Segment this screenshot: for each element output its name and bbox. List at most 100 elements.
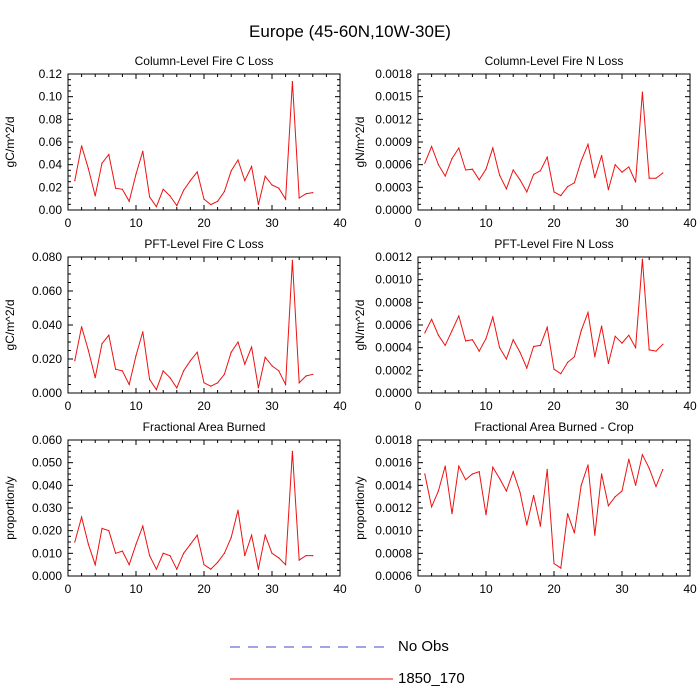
x-tick-label: 40 bbox=[683, 216, 697, 230]
data-point bbox=[74, 180, 76, 182]
data-point bbox=[601, 473, 603, 475]
data-point bbox=[94, 377, 96, 379]
x-tick-label: 0 bbox=[65, 216, 72, 230]
legend-label-1850-170: 1850_170 bbox=[398, 670, 465, 687]
data-point bbox=[519, 351, 521, 353]
panel-4: 0 10 20 30 40 0.0000 0.0002 0.0004 0.0006 0.0008 0… bbox=[353, 237, 697, 413]
x-tick-label: 30 bbox=[265, 216, 279, 230]
data-point bbox=[621, 490, 623, 492]
data-point bbox=[492, 147, 494, 149]
data-point bbox=[567, 361, 569, 363]
y-tick-label: 0.0015 bbox=[375, 90, 412, 104]
data-point bbox=[155, 206, 157, 208]
data-point bbox=[553, 191, 555, 193]
y-tick-label: 0.0014 bbox=[375, 478, 412, 492]
panel-1: 0 10 20 30 40 0.00 0.02 0.04 0.06 0.08 0.10 0.12 Col… bbox=[3, 54, 347, 230]
y-tick-label: 0.0012 bbox=[375, 250, 412, 264]
data-point bbox=[471, 339, 473, 341]
figure-title: Europe (45-60N,10W-30E) bbox=[249, 22, 451, 41]
data-point bbox=[655, 350, 657, 352]
x-tick-label: 40 bbox=[683, 582, 697, 596]
data-point bbox=[512, 471, 514, 473]
data-point bbox=[223, 373, 225, 375]
data-point bbox=[546, 326, 548, 328]
panel-title: PFT-Level Fire C Loss bbox=[144, 237, 263, 251]
data-point bbox=[87, 543, 89, 545]
y-tick-label: 0.0018 bbox=[375, 433, 412, 447]
data-point bbox=[437, 490, 439, 492]
data-point bbox=[614, 164, 616, 166]
y-tick-label: 0.00 bbox=[39, 203, 63, 217]
data-point bbox=[149, 196, 151, 198]
panel-6: 0 10 20 30 40 0.0006 0.0008 0.0010 0.0012 0.0014 0… bbox=[353, 420, 697, 596]
y-axis-label: gC/m^2/d bbox=[3, 117, 17, 168]
data-point bbox=[573, 356, 576, 358]
data-point bbox=[101, 527, 103, 530]
data-point bbox=[94, 564, 96, 566]
series-line bbox=[424, 453, 664, 569]
y-tick-label: 0.0018 bbox=[375, 67, 412, 81]
data-point bbox=[264, 534, 266, 536]
data-point bbox=[298, 197, 300, 199]
data-point bbox=[108, 153, 110, 156]
data-point bbox=[621, 171, 623, 173]
data-point bbox=[526, 367, 528, 369]
data-point bbox=[291, 81, 293, 83]
data-point bbox=[424, 473, 426, 475]
data-point bbox=[210, 385, 212, 387]
data-point bbox=[278, 187, 280, 189]
data-point bbox=[505, 188, 507, 190]
y-tick-label: 0.0006 bbox=[375, 318, 412, 332]
y-tick-label: 0.0012 bbox=[375, 501, 412, 515]
y-tick-label: 0.040 bbox=[32, 478, 62, 492]
data-point bbox=[312, 191, 314, 194]
y-tick-label: 0.060 bbox=[32, 433, 62, 447]
data-point bbox=[648, 467, 650, 469]
panel-title: Column-Level Fire N Loss bbox=[485, 54, 624, 68]
data-point bbox=[567, 513, 569, 515]
data-point bbox=[580, 484, 582, 486]
x-tick-label: 20 bbox=[197, 582, 211, 596]
data-point bbox=[662, 343, 664, 345]
data-point bbox=[155, 568, 157, 570]
x-tick-label: 40 bbox=[333, 216, 347, 230]
data-point bbox=[87, 349, 89, 352]
y-tick-label: 0.030 bbox=[32, 501, 62, 515]
data-point bbox=[662, 468, 664, 471]
data-point bbox=[244, 180, 246, 182]
x-tick-label: 10 bbox=[129, 216, 143, 230]
data-point bbox=[81, 145, 83, 147]
data-point bbox=[628, 166, 630, 168]
data-point bbox=[251, 346, 253, 348]
data-point bbox=[437, 164, 439, 166]
data-point bbox=[149, 378, 151, 380]
data-point bbox=[74, 360, 76, 362]
data-point bbox=[594, 534, 596, 536]
data-point bbox=[478, 471, 480, 473]
x-tick-label: 20 bbox=[197, 399, 211, 413]
data-point bbox=[217, 561, 219, 564]
data-point bbox=[580, 330, 582, 332]
series-line bbox=[74, 260, 313, 391]
data-point bbox=[149, 555, 151, 557]
data-point bbox=[244, 555, 246, 557]
data-point bbox=[203, 198, 205, 200]
data-point bbox=[162, 370, 164, 372]
x-tick-label: 0 bbox=[415, 216, 422, 230]
data-point bbox=[271, 184, 273, 186]
data-point bbox=[526, 524, 528, 526]
data-point bbox=[451, 330, 453, 332]
data-point bbox=[458, 465, 460, 467]
data-point bbox=[196, 351, 198, 353]
data-point bbox=[142, 150, 144, 152]
data-point bbox=[142, 525, 144, 527]
data-point bbox=[217, 200, 219, 202]
y-tick-label: 0.0009 bbox=[375, 135, 412, 149]
x-tick-label: 0 bbox=[415, 399, 422, 413]
y-tick-label: 0.000 bbox=[32, 386, 62, 400]
data-point bbox=[614, 496, 616, 498]
data-point bbox=[621, 342, 623, 344]
data-point bbox=[230, 170, 232, 172]
data-point bbox=[291, 450, 293, 452]
data-point bbox=[635, 181, 637, 183]
